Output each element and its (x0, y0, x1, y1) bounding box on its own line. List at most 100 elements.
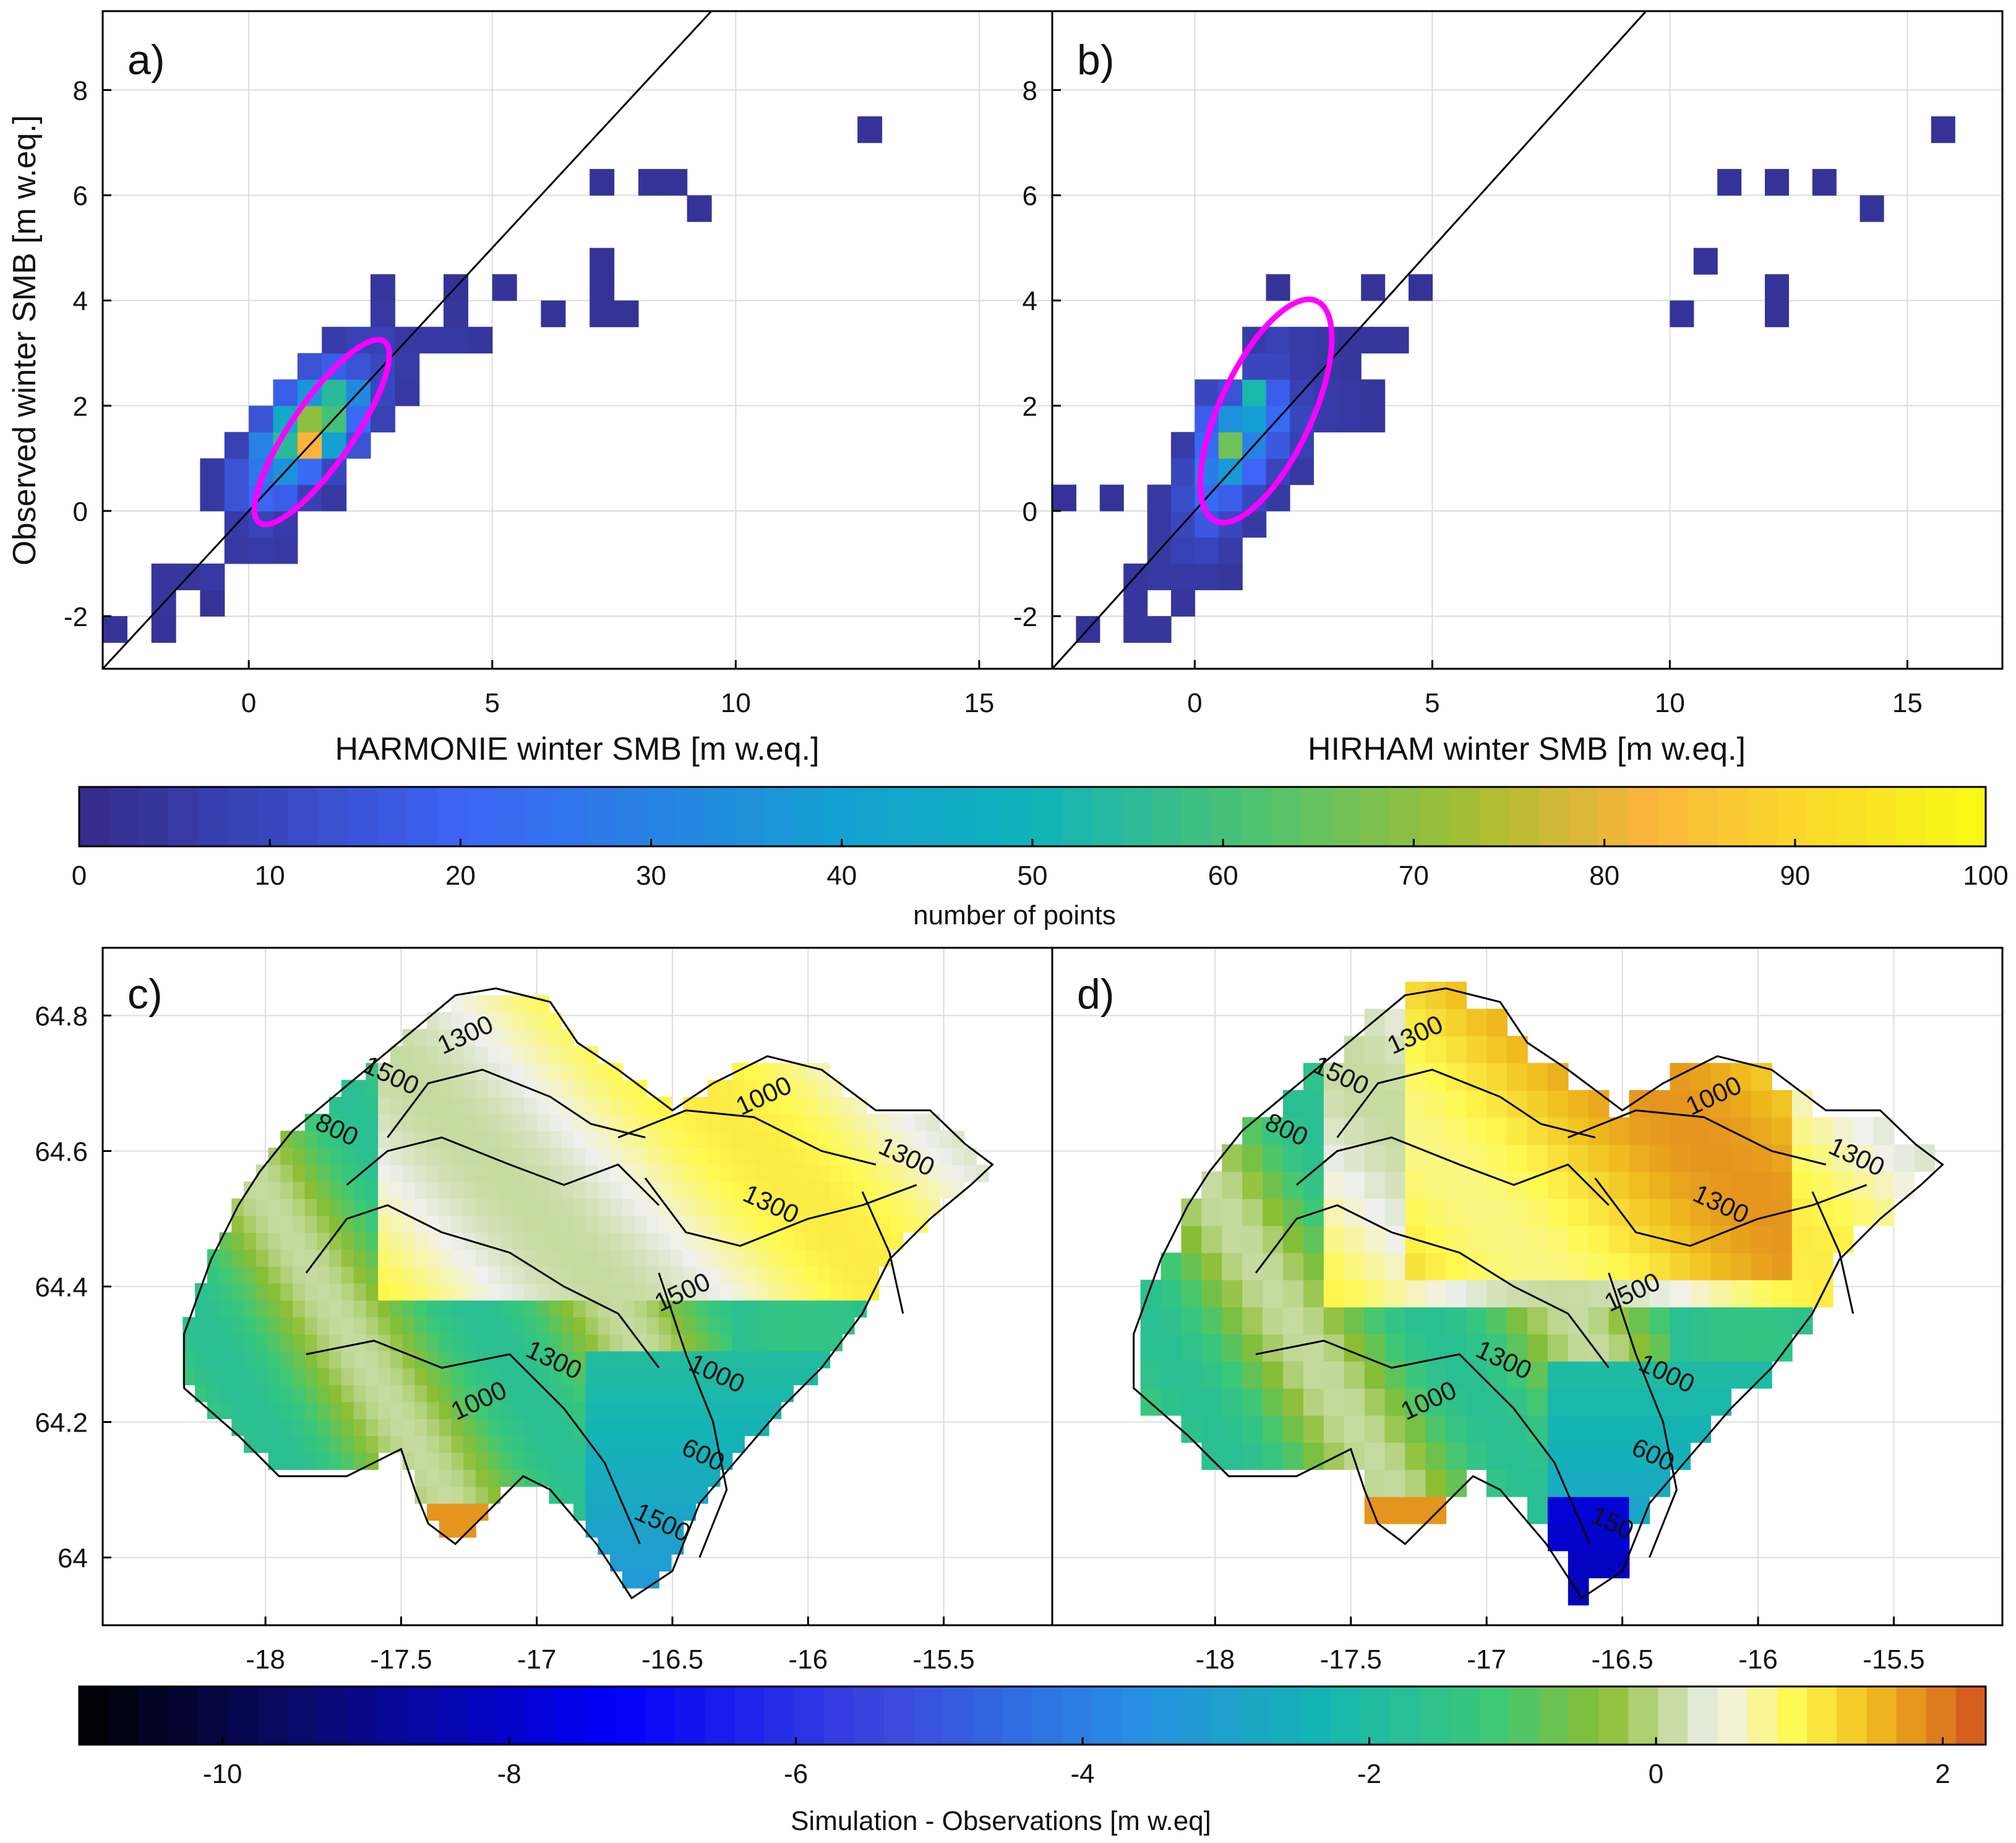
difference-cell (487, 1148, 501, 1166)
difference-cell (1629, 1171, 1650, 1199)
difference-cell (659, 1452, 672, 1470)
colorbar-cell (1330, 1686, 1361, 1745)
difference-cell (598, 1249, 611, 1267)
difference-cell (1303, 1415, 1324, 1443)
difference-cell (1181, 1225, 1203, 1253)
difference-cell (817, 1198, 831, 1216)
difference-cell (1303, 1388, 1324, 1416)
colorbar-cell (1896, 1686, 1927, 1745)
difference-cell (390, 1283, 403, 1301)
difference-cell (451, 995, 465, 1013)
difference-cell (1751, 1198, 1772, 1226)
difference-cell (549, 1249, 562, 1267)
difference-cell (1446, 1442, 1467, 1470)
difference-cell (378, 1130, 391, 1148)
difference-cell (439, 1452, 452, 1470)
difference-cell (1608, 1469, 1630, 1497)
difference-cell (439, 1351, 452, 1368)
difference-cell (573, 1080, 586, 1098)
difference-cell (598, 1419, 611, 1437)
density-bin (1290, 353, 1314, 380)
difference-cell (1771, 1252, 1793, 1281)
difference-cell (463, 1452, 476, 1470)
difference-cell (524, 1114, 538, 1132)
difference-cell (732, 1401, 745, 1419)
difference-cell (1791, 1089, 1813, 1118)
difference-cell (585, 1249, 599, 1267)
difference-cell (1568, 1198, 1589, 1226)
difference-cell (805, 1300, 818, 1318)
difference-cell (622, 1080, 635, 1098)
difference-cell (598, 1334, 611, 1352)
difference-cell (561, 1266, 574, 1284)
difference-cell (1405, 1307, 1426, 1334)
colorbar-cell (79, 1686, 109, 1745)
difference-cell (536, 1029, 550, 1047)
difference-cell (414, 1401, 427, 1419)
elevation-contour (305, 1204, 660, 1368)
difference-cell (719, 1385, 733, 1403)
difference-cell (329, 1198, 342, 1216)
colorbar-tick-label: 60 (1208, 861, 1238, 891)
difference-cell (536, 1300, 550, 1318)
difference-cell (744, 1300, 757, 1318)
difference-cell (378, 1435, 391, 1453)
difference-cell (1507, 1063, 1528, 1091)
difference-cell (903, 1130, 916, 1148)
difference-cell (219, 1317, 233, 1334)
difference-cell (878, 1215, 891, 1233)
difference-cell (402, 1046, 416, 1063)
difference-cell (255, 1249, 269, 1267)
difference-cell (1731, 1117, 1752, 1145)
density-bin (103, 616, 127, 643)
difference-cell (866, 1130, 880, 1148)
difference-cell (463, 1012, 476, 1030)
difference-cell (244, 1435, 257, 1453)
difference-cell (1405, 1279, 1426, 1308)
difference-cell (353, 1130, 367, 1148)
difference-cell (573, 1249, 586, 1267)
difference-cell (915, 1164, 929, 1182)
difference-cell (451, 1503, 465, 1521)
difference-cell (634, 1096, 648, 1115)
difference-cell (1466, 1388, 1487, 1416)
difference-cell (317, 1300, 330, 1318)
difference-cell (512, 1334, 525, 1352)
difference-cell (622, 1096, 635, 1115)
colorbar-cell (943, 787, 974, 846)
difference-cell (487, 1486, 501, 1504)
colorbar-cell (1211, 1686, 1242, 1745)
difference-cell (781, 1080, 794, 1098)
difference-cell (1751, 1144, 1772, 1172)
difference-cell (317, 1215, 330, 1233)
difference-cell (719, 1367, 733, 1386)
difference-cell (487, 1249, 501, 1267)
density-bin (1765, 274, 1789, 301)
difference-cell (1201, 1388, 1223, 1416)
difference-cell (317, 1164, 330, 1182)
difference-cell (671, 1164, 684, 1182)
difference-cell (1242, 1144, 1263, 1172)
difference-cell (695, 1164, 708, 1182)
difference-cell (255, 1266, 269, 1284)
difference-cell (451, 1317, 465, 1334)
x-tick-label: -18 (246, 1644, 285, 1675)
difference-cell (304, 1367, 318, 1386)
difference-cell (293, 1419, 306, 1437)
difference-cell (1771, 1279, 1793, 1308)
difference-cell (646, 1181, 659, 1199)
difference-cell (341, 1198, 354, 1216)
colorbar-cell (913, 787, 944, 846)
difference-cell (476, 1300, 489, 1318)
difference-cell (293, 1367, 306, 1386)
difference-cell (719, 1401, 733, 1419)
difference-cell (1690, 1144, 1712, 1172)
difference-cell (244, 1351, 257, 1368)
difference-cell (341, 1114, 354, 1132)
difference-cell (1344, 1442, 1365, 1470)
difference-cell (744, 1164, 757, 1182)
panel-c-elevation-contours (305, 1068, 917, 1558)
difference-cell (646, 1537, 659, 1555)
difference-cell (744, 1198, 757, 1216)
